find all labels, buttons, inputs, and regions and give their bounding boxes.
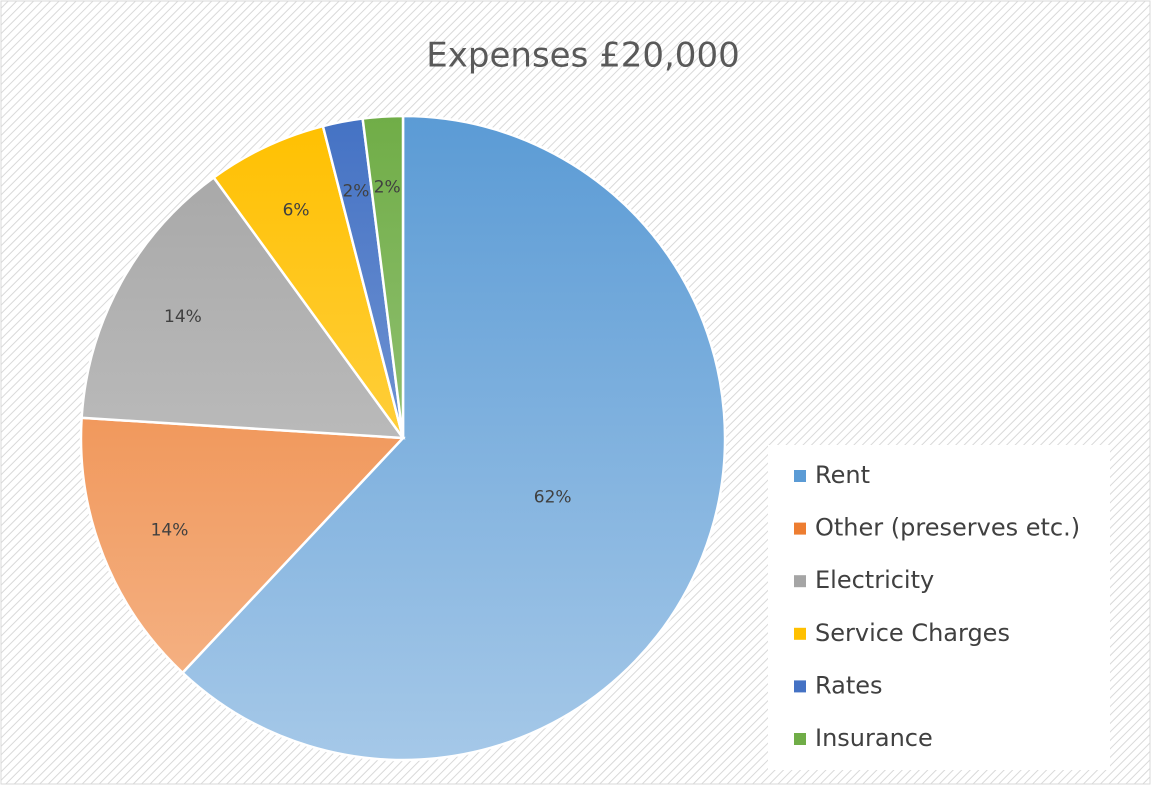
pie-slice: [80, 175, 406, 440]
legend-label: Other (preserves etc.): [815, 514, 1080, 542]
data-label: 14%: [151, 520, 189, 540]
data-label: 14%: [164, 307, 202, 327]
pie-slice: [211, 124, 405, 439]
legend-swatch: [794, 575, 806, 588]
chart-title: Expenses £20,000: [426, 36, 739, 76]
legend-label: Insurance: [815, 724, 933, 752]
pie-slice: [79, 416, 406, 675]
legend-swatch: [794, 627, 806, 640]
legend-swatch: [794, 680, 806, 693]
legend-label: Electricity: [815, 566, 934, 594]
data-label: 62%: [534, 487, 572, 507]
legend-swatch: [794, 470, 806, 482]
pie-slice: [361, 114, 405, 439]
data-label: 2%: [374, 177, 401, 197]
legend-label: Service Charges: [815, 619, 1010, 647]
legend-label: Rent: [815, 461, 870, 489]
legend-swatch: [794, 522, 806, 535]
pie-slice: [180, 114, 727, 762]
legend-swatch: [794, 733, 806, 745]
data-label: 6%: [283, 201, 310, 221]
legend-box: [768, 445, 1110, 770]
data-label: 2%: [342, 181, 369, 201]
legend-label: Rates: [815, 671, 883, 699]
